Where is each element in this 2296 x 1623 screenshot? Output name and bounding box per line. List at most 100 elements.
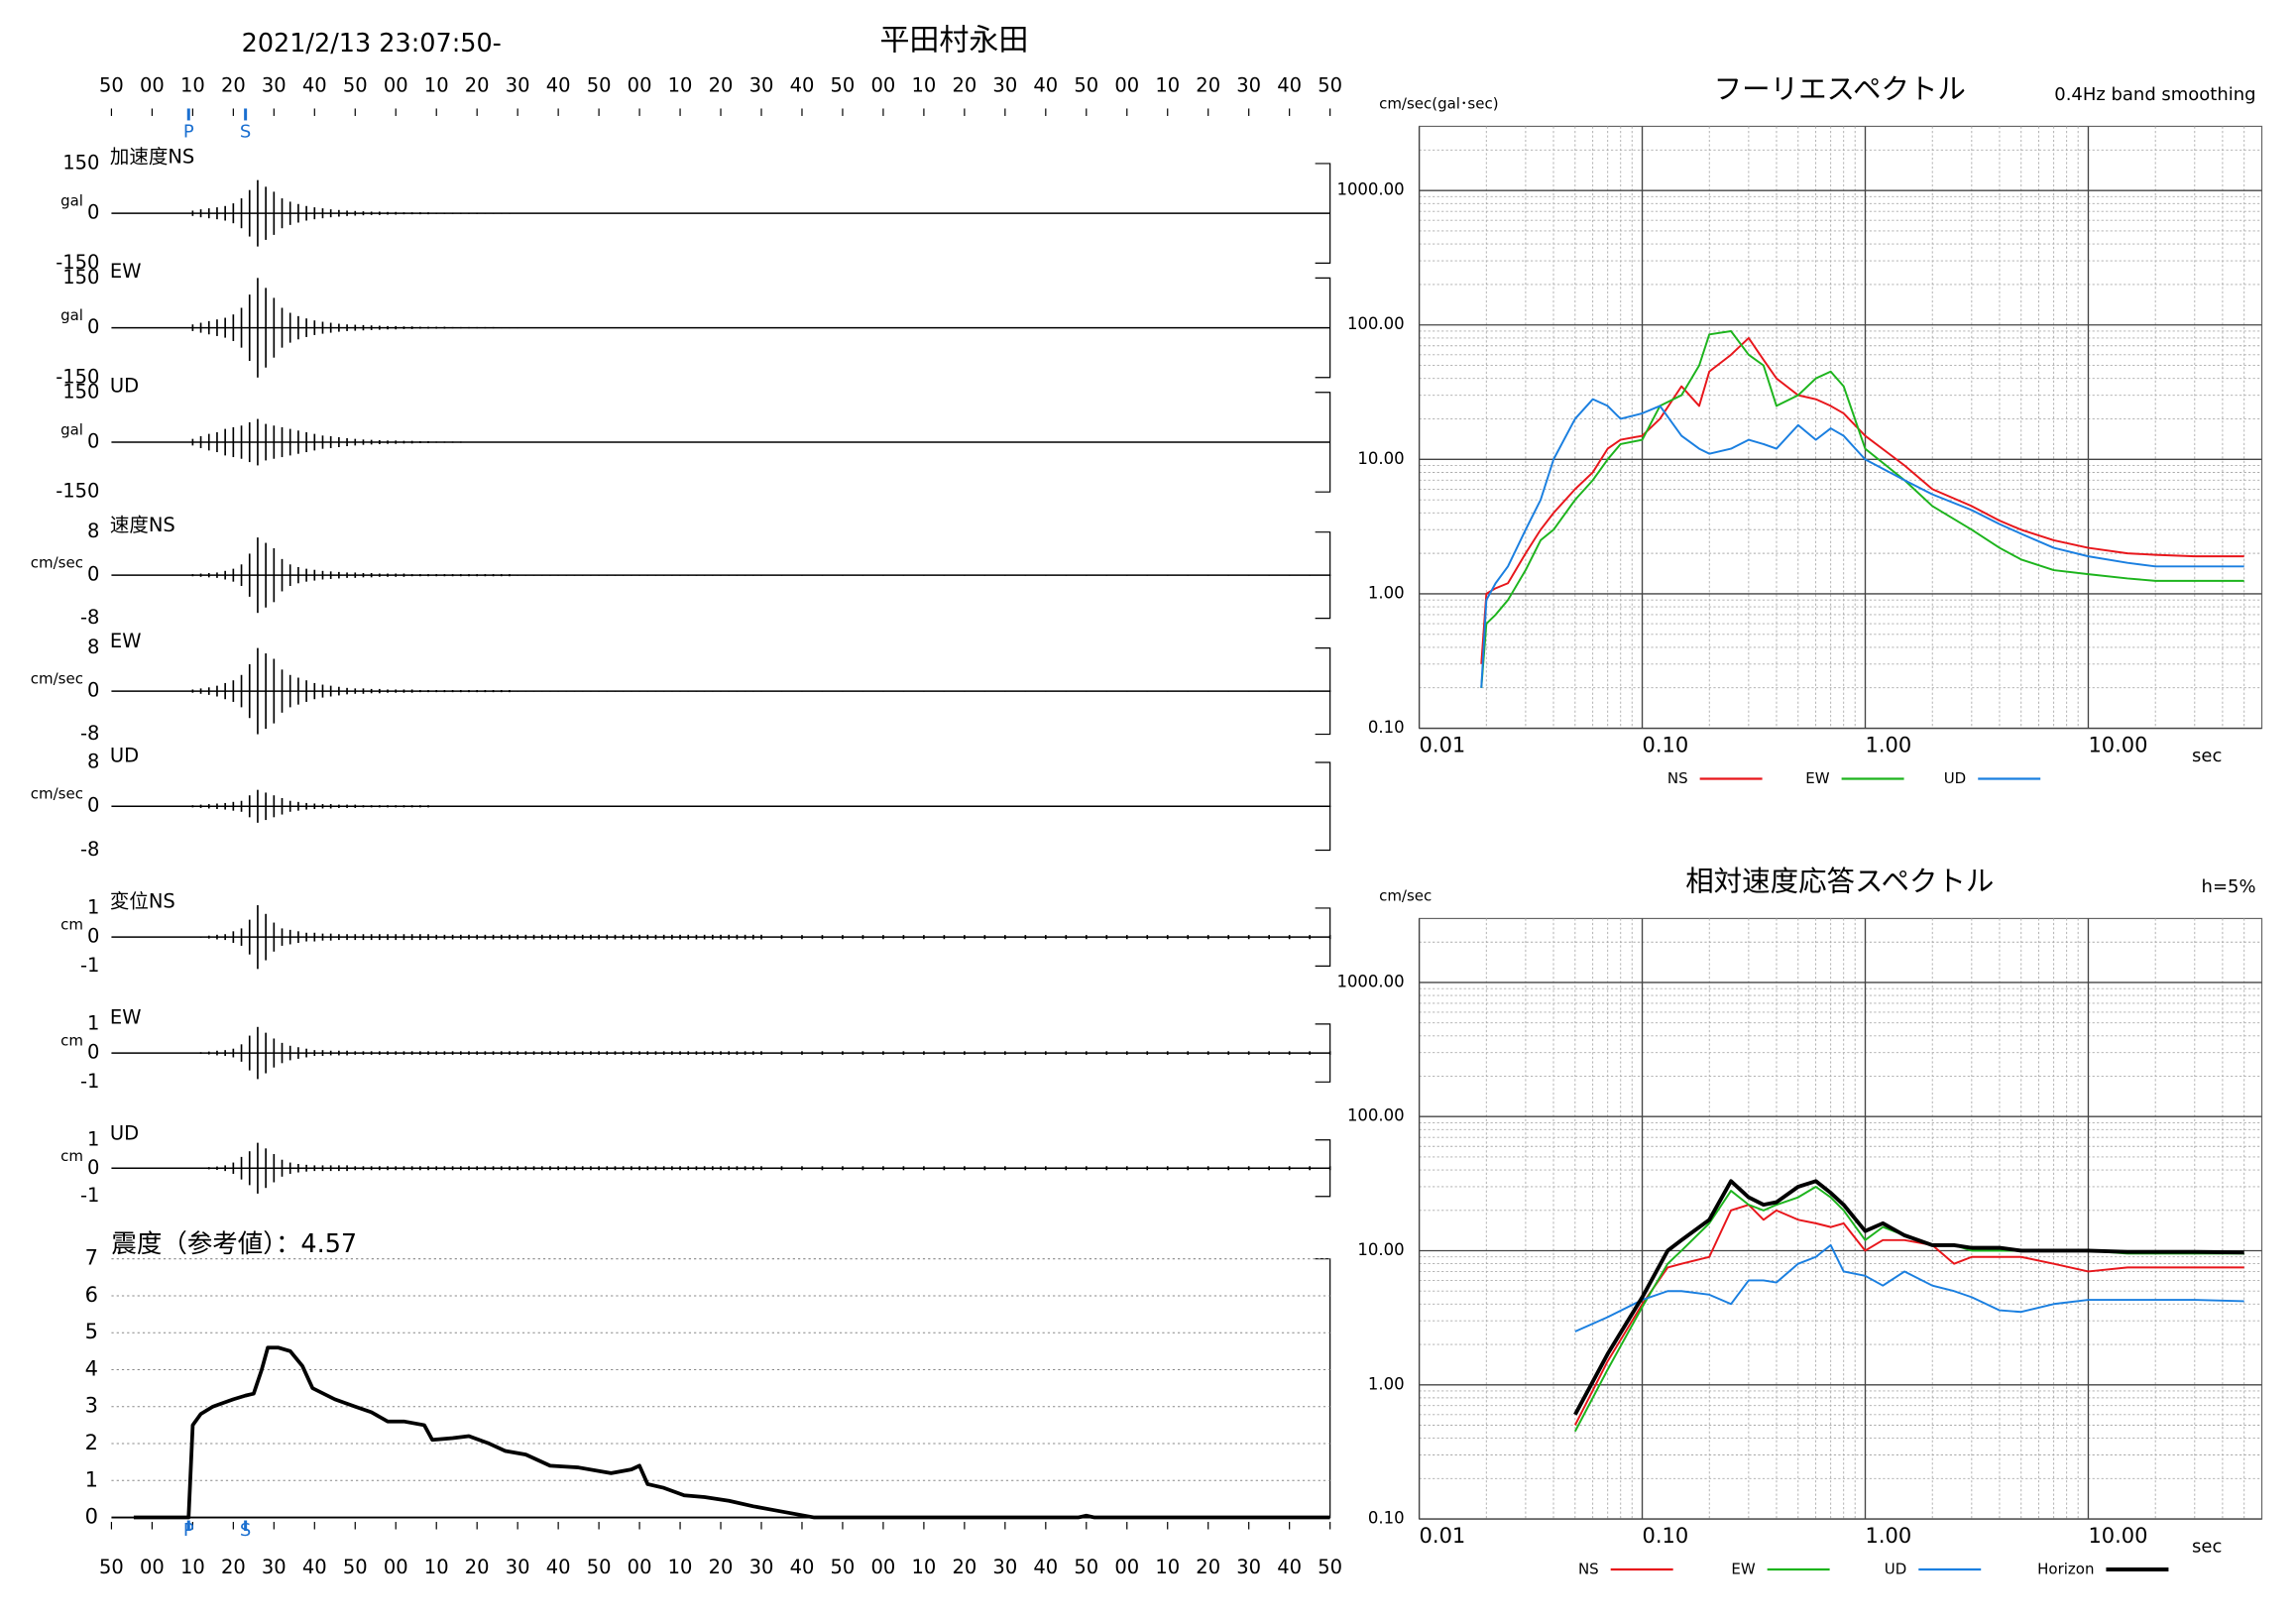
x-tick-label: 1.00 xyxy=(1866,734,1912,757)
x-tick-label: 40 xyxy=(302,1556,327,1578)
record-time: 2021/2/13 23:07:50- xyxy=(242,29,502,58)
x-tick-label: 30 xyxy=(992,73,1017,96)
x-tick-label: 20 xyxy=(221,1556,246,1578)
x-tick-label: 30 xyxy=(506,73,530,96)
x-tick-label: 40 xyxy=(1033,1556,1058,1578)
x-tick-label: 10 xyxy=(912,1556,937,1578)
trace-label: UD xyxy=(110,745,139,767)
legend-label: UD xyxy=(1944,769,1967,787)
y-tick-label: 1 xyxy=(87,1011,99,1034)
x-tick-label: 40 xyxy=(302,73,327,96)
x-tick-label: 0.01 xyxy=(1420,1524,1466,1548)
plot-area xyxy=(1418,125,2263,730)
x-tick-label: 30 xyxy=(992,1556,1017,1578)
legend-label: EW xyxy=(1805,769,1829,787)
x-tick-label: 10 xyxy=(180,1556,205,1578)
y-tick-label: 1.00 xyxy=(1368,1374,1405,1393)
y-tick-label: 0 xyxy=(87,794,99,817)
x-tick-label: 20 xyxy=(952,1556,976,1578)
y-tick-label: 1 xyxy=(87,895,99,918)
x-tick-label: 10 xyxy=(1155,73,1180,96)
x-tick-label: 10 xyxy=(180,73,205,96)
phase-label: P xyxy=(183,1520,194,1541)
y-tick-label: 150 xyxy=(62,151,99,174)
x-tick-label: 40 xyxy=(546,73,571,96)
y-tick-label: -150 xyxy=(56,480,99,503)
y-tick-label: 8 xyxy=(87,636,99,658)
chart-title: フーリエスペクトル xyxy=(1714,72,1966,105)
legend-label: EW xyxy=(1731,1561,1755,1578)
spectrum-line xyxy=(1480,336,2244,664)
y-tick-label: 0 xyxy=(87,679,99,702)
legend-label: NS xyxy=(1667,769,1688,787)
unit-label: cm xyxy=(60,1032,83,1050)
chart-title: 相対速度応答スペクトル xyxy=(1685,865,1994,897)
intensity-line xyxy=(133,1345,1330,1520)
x-axis-label: sec xyxy=(2192,746,2222,766)
spectrum-line xyxy=(1573,1179,2244,1416)
unit-label: cm/sec xyxy=(31,785,83,803)
x-axis-label: sec xyxy=(2192,1537,2222,1558)
y-axis-label: cm/sec(gal･sec) xyxy=(1379,94,1498,112)
x-tick-label: 00 xyxy=(384,1556,408,1578)
y-tick-label: 10.00 xyxy=(1357,1240,1404,1259)
y-tick-label: -150 xyxy=(56,365,99,388)
y-tick-label: 100.00 xyxy=(1347,1106,1405,1125)
x-tick-label: 40 xyxy=(1277,1556,1302,1578)
y-tick-label: 6 xyxy=(85,1283,98,1307)
y-tick-label: 0 xyxy=(87,925,99,948)
unit-label: gal xyxy=(60,420,83,438)
unit-label: cm xyxy=(60,916,83,934)
y-tick-label: 8 xyxy=(87,751,99,773)
x-tick-label: 0.10 xyxy=(1643,734,1689,757)
unit-label: cm/sec xyxy=(31,670,83,688)
trace-label: 加速度NS xyxy=(110,145,194,168)
x-tick-label: 40 xyxy=(1277,73,1302,96)
x-tick-label: 0.10 xyxy=(1643,1524,1689,1548)
x-tick-label: 30 xyxy=(1236,73,1261,96)
trace-label: UD xyxy=(110,1121,139,1144)
intensity-frame xyxy=(1315,1258,1331,1519)
trace-label: EW xyxy=(110,1005,142,1028)
y-tick-label: 3 xyxy=(85,1394,98,1418)
x-tick-label: 10 xyxy=(668,1556,693,1578)
x-tick-label: 30 xyxy=(262,73,287,96)
x-tick-label: 20 xyxy=(709,1556,734,1578)
y-tick-label: 1.00 xyxy=(1368,583,1405,602)
trace-label: EW xyxy=(110,260,142,283)
x-tick-label: 30 xyxy=(506,1556,530,1578)
y-tick-label: -1 xyxy=(80,954,99,977)
x-tick-label: 50 xyxy=(831,1556,856,1578)
x-tick-label: 50 xyxy=(1318,73,1342,96)
x-tick-label: 00 xyxy=(628,1556,652,1578)
y-tick-label: 4 xyxy=(85,1356,98,1380)
x-tick-label: 50 xyxy=(99,73,124,96)
x-tick-label: 10 xyxy=(668,73,693,96)
x-tick-label: 30 xyxy=(262,1556,287,1578)
intensity-title: 震度（参考値）：4.57 xyxy=(111,1229,357,1259)
phase-label: P xyxy=(183,121,194,142)
y-tick-label: 150 xyxy=(62,380,99,403)
x-tick-label: 00 xyxy=(140,73,165,96)
y-tick-label: 0 xyxy=(87,1156,99,1179)
x-tick-label: 40 xyxy=(790,1556,815,1578)
x-tick-label: 50 xyxy=(587,1556,612,1578)
legend-label: UD xyxy=(1885,1561,1907,1578)
x-tick-label: 20 xyxy=(709,73,734,96)
x-tick-label: 0.01 xyxy=(1420,734,1466,757)
plot-area xyxy=(1418,917,2263,1520)
x-tick-label: 00 xyxy=(140,1556,165,1578)
y-tick-label: 1 xyxy=(85,1467,98,1491)
x-tick-label: 20 xyxy=(465,73,490,96)
y-tick-label: 0.10 xyxy=(1368,718,1405,737)
y-tick-label: 10.00 xyxy=(1357,449,1404,468)
phase-label: S xyxy=(240,121,251,142)
x-tick-label: 50 xyxy=(1318,1556,1342,1578)
x-tick-label: 20 xyxy=(952,73,976,96)
x-tick-label: 50 xyxy=(343,1556,368,1578)
y-tick-label: -1 xyxy=(80,1184,99,1207)
x-tick-label: 50 xyxy=(1074,73,1098,96)
x-tick-label: 20 xyxy=(1196,73,1220,96)
x-tick-label: 30 xyxy=(749,1556,774,1578)
y-tick-label: 0 xyxy=(85,1505,98,1529)
